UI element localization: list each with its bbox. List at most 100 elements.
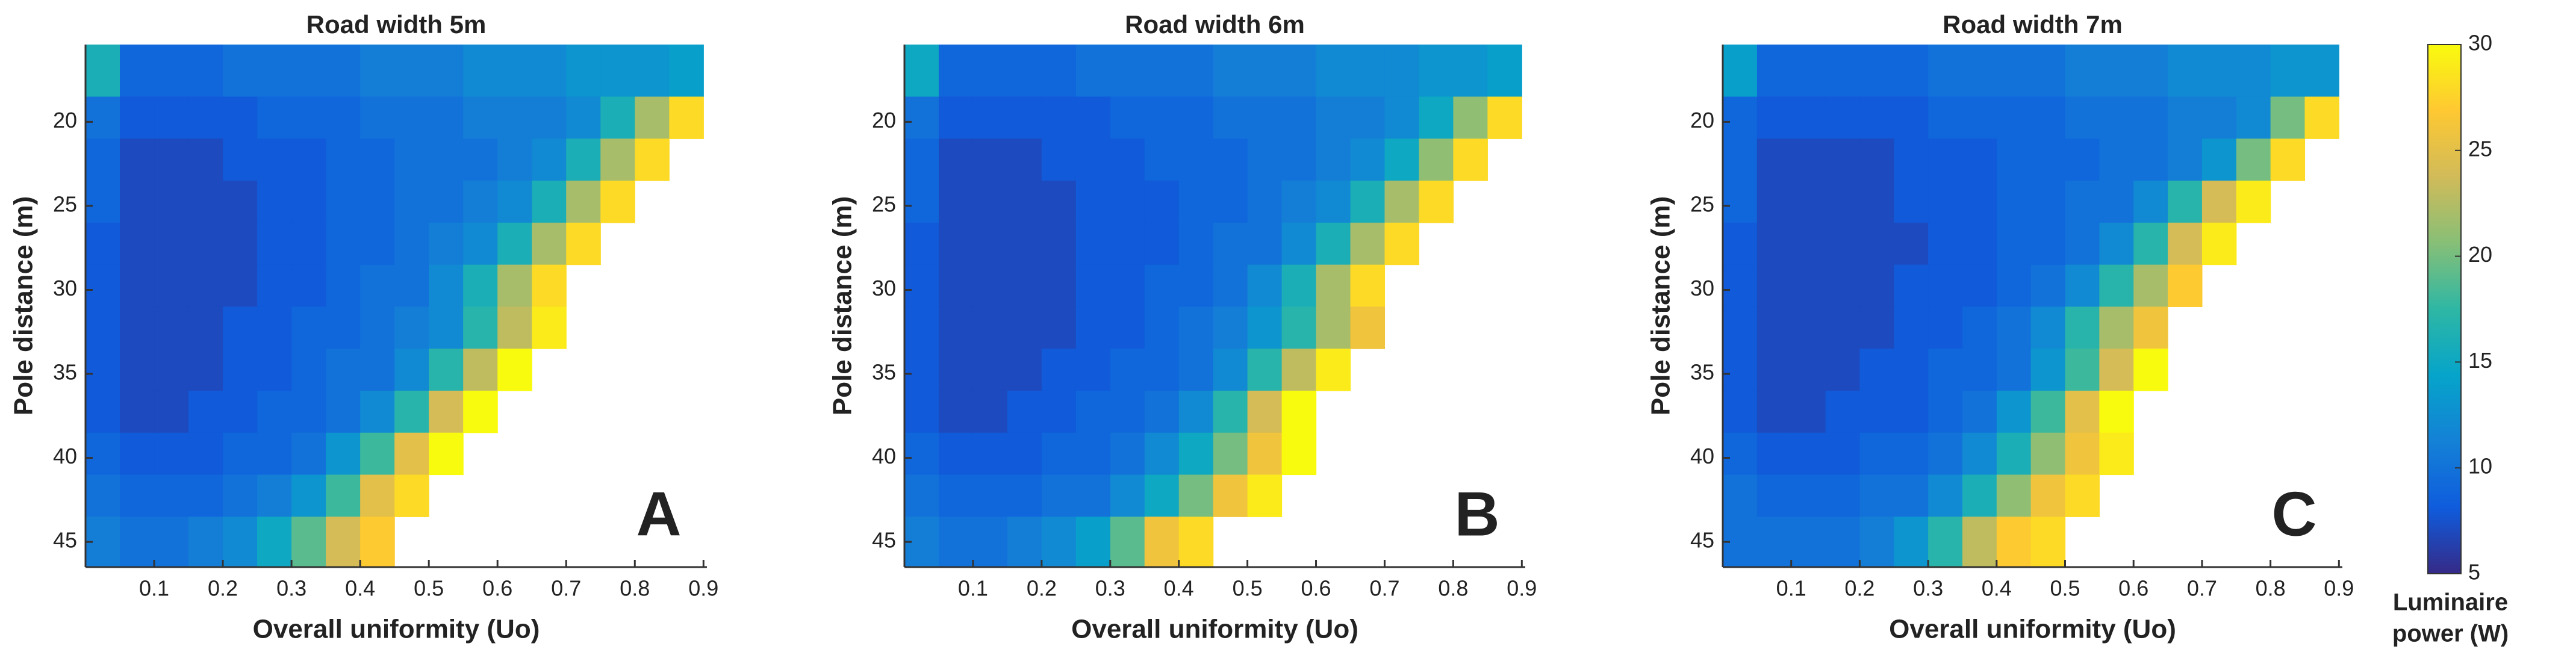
heatmap-cell (429, 45, 464, 98)
heatmap-cell (1756, 222, 1792, 265)
heatmap-cell (600, 96, 635, 139)
heatmap-cell (257, 222, 292, 265)
heatmap-cell (2168, 222, 2203, 265)
heatmap-cell (1350, 181, 1386, 223)
heatmap-cell (1007, 349, 1042, 391)
heatmap-cell (1825, 390, 1861, 433)
heatmap-cell (257, 474, 292, 517)
heatmap-cell (463, 349, 498, 391)
heatmap-cell (2065, 390, 2100, 433)
x-tick-label: 0.2 (1844, 576, 1874, 601)
heatmap-cell (86, 45, 120, 98)
heatmap-cell (188, 264, 223, 307)
heatmap-cell (2133, 45, 2168, 98)
heatmap-cell (972, 474, 1008, 517)
heatmap-cell (120, 222, 155, 265)
heatmap-cell (326, 45, 361, 98)
heatmap-cell (532, 222, 567, 265)
panel-label: C (2271, 479, 2316, 549)
heatmap-cell (1384, 138, 1420, 181)
heatmap-cell (1178, 96, 1214, 139)
heatmap-cell (326, 390, 361, 433)
heatmap-cell (1996, 390, 2032, 433)
heatmap-cell (154, 390, 189, 433)
heatmap-cell (904, 264, 939, 307)
heatmap-cell (326, 264, 361, 307)
heatmap-cell (1213, 432, 1248, 476)
heatmap-cell (1962, 306, 1997, 349)
heatmap-cell (223, 96, 258, 139)
heatmap-cell (1723, 474, 1758, 517)
heatmap-cell (291, 96, 326, 139)
heatmap-cell (938, 45, 974, 98)
heatmap-cell (120, 474, 155, 517)
heatmap-cell (669, 96, 704, 139)
heatmap-cell (394, 45, 429, 98)
heatmap-cell (1825, 306, 1861, 349)
heatmap-cell (532, 306, 567, 349)
heatmap-cell (566, 181, 601, 223)
heatmap-cell (223, 181, 258, 223)
heatmap-cell (1316, 306, 1351, 349)
heatmap-cell (532, 45, 567, 98)
heatmap-cell (2099, 222, 2134, 265)
heatmap-cell (1962, 349, 1997, 391)
heatmap-cell (1178, 45, 1214, 98)
heatmap-cell (1996, 96, 2032, 139)
heatmap-cell (904, 306, 939, 349)
x-axis-label: Overall uniformity (Uo) (1071, 615, 1358, 644)
chart-title: Road width 6m (1125, 10, 1305, 39)
heatmap-cell (1962, 432, 1997, 476)
heatmap-cell (2065, 474, 2100, 517)
heatmap-cell (1791, 138, 1826, 181)
heatmap-cell (429, 306, 464, 349)
heatmap-cell (1723, 222, 1758, 265)
heatmap-cell (1791, 222, 1826, 265)
heatmap-cell (1894, 181, 1929, 223)
heatmap-cell (1075, 349, 1111, 391)
heatmap-cell (2030, 96, 2066, 139)
heatmap-cell (1110, 517, 1145, 568)
heatmap-cell (188, 181, 223, 223)
y-tick-label: 45 (53, 528, 77, 553)
heatmap-cell (154, 474, 189, 517)
heatmap-cell (1996, 306, 2032, 349)
heatmap-cell (1041, 264, 1077, 307)
heatmap-cell (1756, 96, 1792, 139)
heatmap-cell (2168, 264, 2203, 307)
heatmap-cell (1075, 181, 1111, 223)
heatmap-cell (394, 222, 429, 265)
heatmap-cell (1007, 96, 1042, 139)
colorbar-tick-label: 15 (2468, 348, 2492, 373)
heatmap-cell (497, 349, 532, 391)
heatmap-cell (1859, 306, 1894, 349)
heatmap-cell (972, 181, 1008, 223)
y-tick-label: 30 (1690, 276, 1714, 300)
heatmap-cell (1825, 181, 1861, 223)
y-tick-label: 25 (1690, 191, 1714, 216)
heatmap-cell (86, 138, 120, 181)
heatmap-cell (1007, 390, 1042, 433)
heatmap-cell (1825, 264, 1861, 307)
heatmap-cell (188, 349, 223, 391)
heatmap-cell (1144, 349, 1180, 391)
heatmap-cell (86, 432, 120, 476)
heatmap-cell (291, 138, 326, 181)
x-tick-label: 0.6 (1301, 576, 1331, 601)
heatmap-cell (86, 306, 120, 349)
heatmap-cell (1144, 432, 1180, 476)
heatmap-cell (257, 264, 292, 307)
heatmap-cell (1384, 181, 1420, 223)
heatmap-cell (497, 306, 532, 349)
heatmap-cell (1928, 264, 1963, 307)
heatmap-cell (2236, 96, 2271, 139)
heatmap-cell (429, 390, 464, 433)
heatmap-cell (1723, 264, 1758, 307)
heatmap-cell (2270, 45, 2306, 98)
heatmap-cell (1247, 181, 1283, 223)
x-axis-label: Overall uniformity (Uo) (1889, 615, 2176, 644)
heatmap-cell (326, 222, 361, 265)
heatmap-cell (1996, 474, 2032, 517)
heatmap-cell (2065, 264, 2100, 307)
heatmap-cell (1041, 432, 1077, 476)
